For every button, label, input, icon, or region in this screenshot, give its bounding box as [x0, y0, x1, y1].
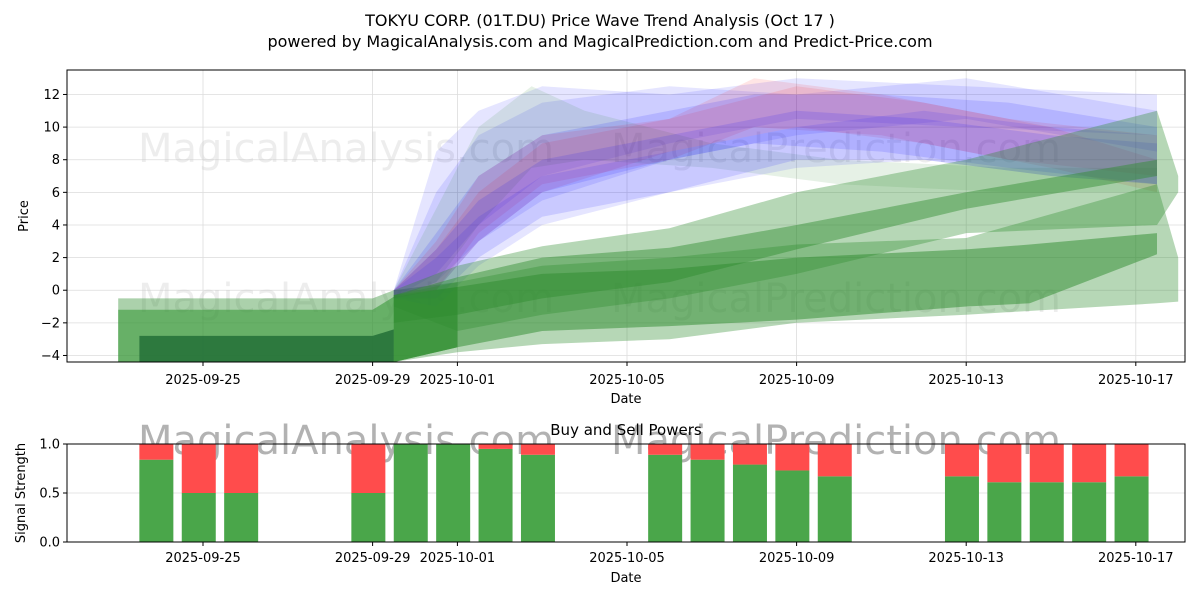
forecast-band — [393, 110, 1157, 307]
price-y-ticks: −4 −2 0 2 4 6 8 10 12 — [41, 88, 67, 364]
price-x-tick-label: 2025-10-05 — [589, 373, 665, 388]
signal-y-tick-label: 0.0 — [39, 536, 60, 551]
buy-bar — [436, 444, 471, 542]
buy-bar — [181, 493, 216, 542]
forecast-band — [393, 86, 1157, 299]
buy-bar — [775, 470, 810, 542]
sell-bar — [351, 444, 386, 493]
price-x-tick-label: 2025-10-13 — [928, 373, 1004, 388]
price-y-tick-label: 0 — [52, 284, 60, 299]
signal-x-tick-label: 2025-10-13 — [928, 551, 1004, 566]
signal-x-tick-label: 2025-10-05 — [589, 551, 665, 566]
price-x-tick-label: 2025-09-25 — [165, 373, 241, 388]
buy-bar — [520, 454, 555, 542]
buy-bar — [690, 459, 725, 542]
signal-x-tick-label: 2025-10-09 — [759, 551, 835, 566]
sell-bar — [944, 444, 979, 477]
price-y-tick-label: 12 — [43, 88, 60, 103]
sell-bar — [520, 444, 555, 455]
price-x-tick-label: 2025-10-09 — [759, 373, 835, 388]
signal-x-tick-label: 2025-10-01 — [420, 551, 496, 566]
signal-bars — [139, 444, 1149, 542]
forecast-band — [393, 110, 1157, 299]
signal-y-tick-label: 0.5 — [39, 487, 60, 502]
signal-y-tick-label: 1.0 — [39, 438, 60, 453]
forecast-band — [393, 94, 1157, 299]
sell-bar — [732, 444, 767, 465]
sell-bar — [478, 444, 513, 449]
price-y-tick-label: −4 — [41, 349, 60, 364]
price-y-tick-label: 2 — [52, 251, 60, 266]
buy-bar — [351, 493, 386, 542]
chart-subtitle: powered by MagicalAnalysis.com and Magic… — [267, 32, 932, 51]
price-y-label: Price — [17, 200, 32, 232]
sell-bar — [817, 444, 852, 477]
forecast-band — [393, 78, 1157, 299]
sell-bar — [1072, 444, 1107, 483]
buy-bar — [393, 444, 428, 542]
buy-bar — [1072, 482, 1107, 542]
sell-bar — [648, 444, 683, 455]
sell-bar — [224, 444, 259, 493]
price-y-tick-label: −2 — [41, 316, 60, 331]
signal-chart: Buy and Sell Powers MagicalAnalysis.com M… — [14, 418, 1186, 586]
buy-bar — [648, 454, 683, 542]
signal-x-tick-label: 2025-10-17 — [1098, 551, 1174, 566]
watermark-text: MagicalPrediction.com — [611, 126, 1061, 172]
forecast-band — [393, 159, 1157, 323]
buy-bar — [139, 459, 174, 542]
buy-bar — [1029, 482, 1064, 542]
signal-x-tick-label: 2025-09-25 — [165, 551, 241, 566]
signal-x-ticks: 2025-09-25 2025-09-29 2025-10-01 2025-10-05… — [165, 542, 1174, 566]
price-bands — [118, 78, 1179, 362]
price-y-tick-label: 4 — [52, 218, 60, 233]
price-x-tick-label: 2025-10-01 — [420, 373, 496, 388]
chart-title: TOKYU CORP. (01T.DU) Price Wave Trend An… — [364, 11, 835, 30]
buy-bar — [1114, 476, 1149, 542]
forecast-band — [393, 78, 1157, 299]
sell-bar — [181, 444, 216, 493]
buy-bar — [987, 482, 1022, 542]
price-x-ticks: 2025-09-25 2025-09-29 2025-10-01 2025-10-05… — [165, 362, 1174, 388]
signal-y-label: Signal Strength — [14, 443, 29, 543]
watermarks-bottom: MagicalAnalysis.com MagicalPrediction.com — [138, 418, 1061, 464]
price-x-label: Date — [610, 392, 641, 407]
price-y-tick-label: 6 — [52, 186, 60, 201]
buy-bar — [817, 476, 852, 542]
sell-bar — [139, 444, 174, 460]
sell-bar — [1029, 444, 1064, 483]
buy-bar — [944, 476, 979, 542]
signal-x-label: Date — [610, 571, 641, 586]
history-band — [139, 329, 394, 362]
buy-bar — [732, 464, 767, 542]
sell-bar — [1114, 444, 1149, 477]
signal-x-tick-label: 2025-09-29 — [335, 551, 411, 566]
sell-bar — [987, 444, 1022, 483]
signal-chart-title: Buy and Sell Powers — [550, 421, 702, 439]
buy-bar — [478, 448, 513, 542]
price-x-tick-label: 2025-09-29 — [335, 373, 411, 388]
sell-bar — [775, 444, 810, 471]
price-chart: MagicalAnalysis.com MagicalPrediction.com… — [17, 69, 1186, 407]
forecast-band — [393, 233, 1157, 362]
price-y-tick-label: 8 — [52, 153, 60, 168]
signal-y-ticks: 0.0 0.5 1.0 — [39, 438, 67, 551]
price-axes-frame — [66, 69, 1186, 363]
sell-bar — [690, 444, 725, 460]
forecast-band — [393, 78, 1157, 299]
price-x-tick-label: 2025-10-17 — [1098, 373, 1174, 388]
forecast-band — [393, 86, 1157, 299]
watermark-text: MagicalAnalysis.com — [138, 126, 554, 172]
buy-bar — [224, 493, 259, 542]
price-y-tick-label: 10 — [43, 121, 60, 136]
